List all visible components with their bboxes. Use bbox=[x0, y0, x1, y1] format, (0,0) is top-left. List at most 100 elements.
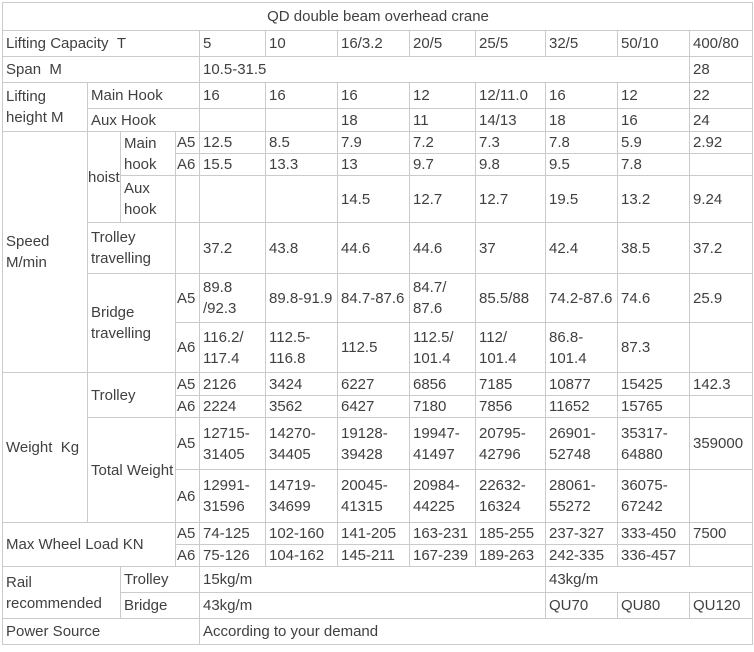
value-cell: 9.8 bbox=[475, 153, 546, 176]
value-cell: 9.5 bbox=[545, 153, 618, 176]
label-weight: Weight Kg bbox=[2, 372, 88, 523]
value-cell: 7856 bbox=[475, 395, 546, 418]
value-cell: 13.2 bbox=[617, 175, 690, 223]
label-lifting-capacity: Lifting Capacity T bbox=[2, 30, 200, 57]
value-cell: 20795- 42796 bbox=[475, 417, 546, 470]
label-total-weight: Total Weight bbox=[87, 417, 176, 523]
label-power-source: Power Source bbox=[2, 618, 200, 645]
value-cell: 26901- 52748 bbox=[545, 417, 618, 470]
value-cell: 16 bbox=[617, 108, 690, 132]
value-cell: 85.5/88 bbox=[475, 273, 546, 323]
value-cell: 12/11.0 bbox=[475, 82, 546, 109]
value-cell: 6427 bbox=[337, 395, 410, 418]
rail-trolley-row: Rail recommended Trolley 15kg/m 43kg/m bbox=[2, 566, 753, 619]
capacity-header-cell: 25/5 bbox=[475, 30, 546, 57]
max-wheel-a5-row: Max Wheel Load KN A5 74-125 102-160 141-… bbox=[2, 522, 753, 567]
value-cell: 189-263 bbox=[475, 544, 546, 567]
hoist-main-a6-row: A6 15.5 13.3 13 9.7 9.8 9.5 7.8 bbox=[3, 153, 753, 176]
label-bridge-travelling: Bridge travelling bbox=[87, 273, 176, 373]
capacity-header-cell: 5 bbox=[199, 30, 266, 57]
value-cell: 6856 bbox=[409, 372, 476, 396]
value-cell: 14.5 bbox=[337, 175, 410, 223]
value-cell: 112.5 bbox=[337, 322, 410, 373]
value-cell: 237-327 bbox=[545, 522, 618, 545]
value-cell bbox=[265, 175, 338, 223]
value-cell: 3424 bbox=[265, 372, 338, 396]
grade-cell bbox=[175, 222, 200, 274]
value-cell: 7180 bbox=[409, 395, 476, 418]
value-cell: 43kg/m bbox=[545, 566, 753, 593]
max-wheel-a6-row: A6 75-126 104-162 145-211 167-239 189-26… bbox=[3, 544, 753, 567]
label-lifting-height: Lifting height M bbox=[2, 82, 88, 132]
value-cell: 9.24 bbox=[689, 175, 753, 223]
value-cell: 43kg/m bbox=[199, 592, 546, 619]
value-cell: 112/ 101.4 bbox=[475, 322, 546, 373]
value-cell: 13.3 bbox=[265, 153, 338, 176]
value-cell: 336-457 bbox=[617, 544, 690, 567]
trolley-travelling-row: Trolley travelling 37.2 43.8 44.6 44.6 3… bbox=[3, 222, 753, 274]
capacity-header-cell: 50/10 bbox=[617, 30, 690, 57]
grade-cell: A6 bbox=[175, 544, 200, 567]
grade-cell: A6 bbox=[175, 153, 200, 176]
value-cell: 12.5 bbox=[199, 131, 266, 154]
value-cell: 74.6 bbox=[617, 273, 690, 323]
main-hook-height-row: Lifting height M Main Hook 16 16 16 12 1… bbox=[2, 82, 753, 132]
value-cell: QU120 bbox=[689, 592, 753, 619]
value-cell: 15425 bbox=[617, 372, 690, 396]
label-speed: Speed M/min bbox=[2, 131, 88, 373]
value-cell: 11652 bbox=[545, 395, 618, 418]
value-cell: 36075- 67242 bbox=[617, 469, 690, 523]
value-cell: 19128- 39428 bbox=[337, 417, 410, 470]
value-cell: 7.8 bbox=[545, 131, 618, 154]
value-cell: 12 bbox=[409, 82, 476, 109]
value-cell: 14270- 34405 bbox=[265, 417, 338, 470]
value-cell: 18 bbox=[545, 108, 618, 132]
rail-bridge-row: Bridge 43kg/m QU70 QU80 QU120 bbox=[3, 592, 753, 619]
value-cell bbox=[689, 395, 753, 418]
value-cell: 242-335 bbox=[545, 544, 618, 567]
label-hoist-aux-hook: Aux hook bbox=[120, 175, 176, 223]
capacity-header-cell: 32/5 bbox=[545, 30, 618, 57]
grade-cell: A5 bbox=[175, 372, 200, 396]
value-cell: 185-255 bbox=[475, 522, 546, 545]
value-cell: 19947- 41497 bbox=[409, 417, 476, 470]
value-cell: 2.92 bbox=[689, 131, 753, 154]
value-cell bbox=[199, 175, 266, 223]
value-cell: 16 bbox=[545, 82, 618, 109]
value-cell: 44.6 bbox=[337, 222, 410, 274]
label-hoist-main-hook: Main hook bbox=[120, 131, 176, 176]
value-cell: 7.3 bbox=[475, 131, 546, 154]
label-span: Span M bbox=[2, 56, 200, 83]
value-cell: 12.7 bbox=[409, 175, 476, 223]
grade-cell: A6 bbox=[175, 322, 200, 373]
label-aux-hook: Aux Hook bbox=[87, 108, 200, 132]
value-cell: 145-211 bbox=[337, 544, 410, 567]
value-cell: 28 bbox=[689, 56, 753, 83]
value-cell: 9.7 bbox=[409, 153, 476, 176]
grade-cell bbox=[175, 175, 200, 223]
value-cell: 42.4 bbox=[545, 222, 618, 274]
value-cell: 15kg/m bbox=[199, 566, 546, 593]
value-cell: 5.9 bbox=[617, 131, 690, 154]
bridge-travelling-a5-row: Bridge travelling A5 89.8 /92.3 89.8-91.… bbox=[3, 273, 753, 373]
value-cell: 74-125 bbox=[199, 522, 266, 545]
capacity-header-cell: 20/5 bbox=[409, 30, 476, 57]
value-cell: 43.8 bbox=[265, 222, 338, 274]
value-cell: 112.5- 116.8 bbox=[265, 322, 338, 373]
value-cell: 20984- 44225 bbox=[409, 469, 476, 523]
label-weight-trolley: Trolley bbox=[87, 372, 176, 418]
value-cell: 11 bbox=[409, 108, 476, 132]
label-trolley-travelling: Trolley travelling bbox=[87, 222, 176, 274]
capacity-header-cell: 16/3.2 bbox=[337, 30, 410, 57]
value-cell: 28061- 55272 bbox=[545, 469, 618, 523]
value-cell: 163-231 bbox=[409, 522, 476, 545]
value-cell: 7.9 bbox=[337, 131, 410, 154]
value-cell: 84.7/ 87.6 bbox=[409, 273, 476, 323]
value-cell: 89.8-91.9 bbox=[265, 273, 338, 323]
value-cell: 22632- 16324 bbox=[475, 469, 546, 523]
value-cell bbox=[689, 469, 753, 523]
grade-cell: A5 bbox=[175, 417, 200, 470]
grade-cell: A5 bbox=[175, 522, 200, 545]
weight-trolley-a6-row: A6 2224 3562 6427 7180 7856 11652 15765 bbox=[3, 395, 753, 418]
